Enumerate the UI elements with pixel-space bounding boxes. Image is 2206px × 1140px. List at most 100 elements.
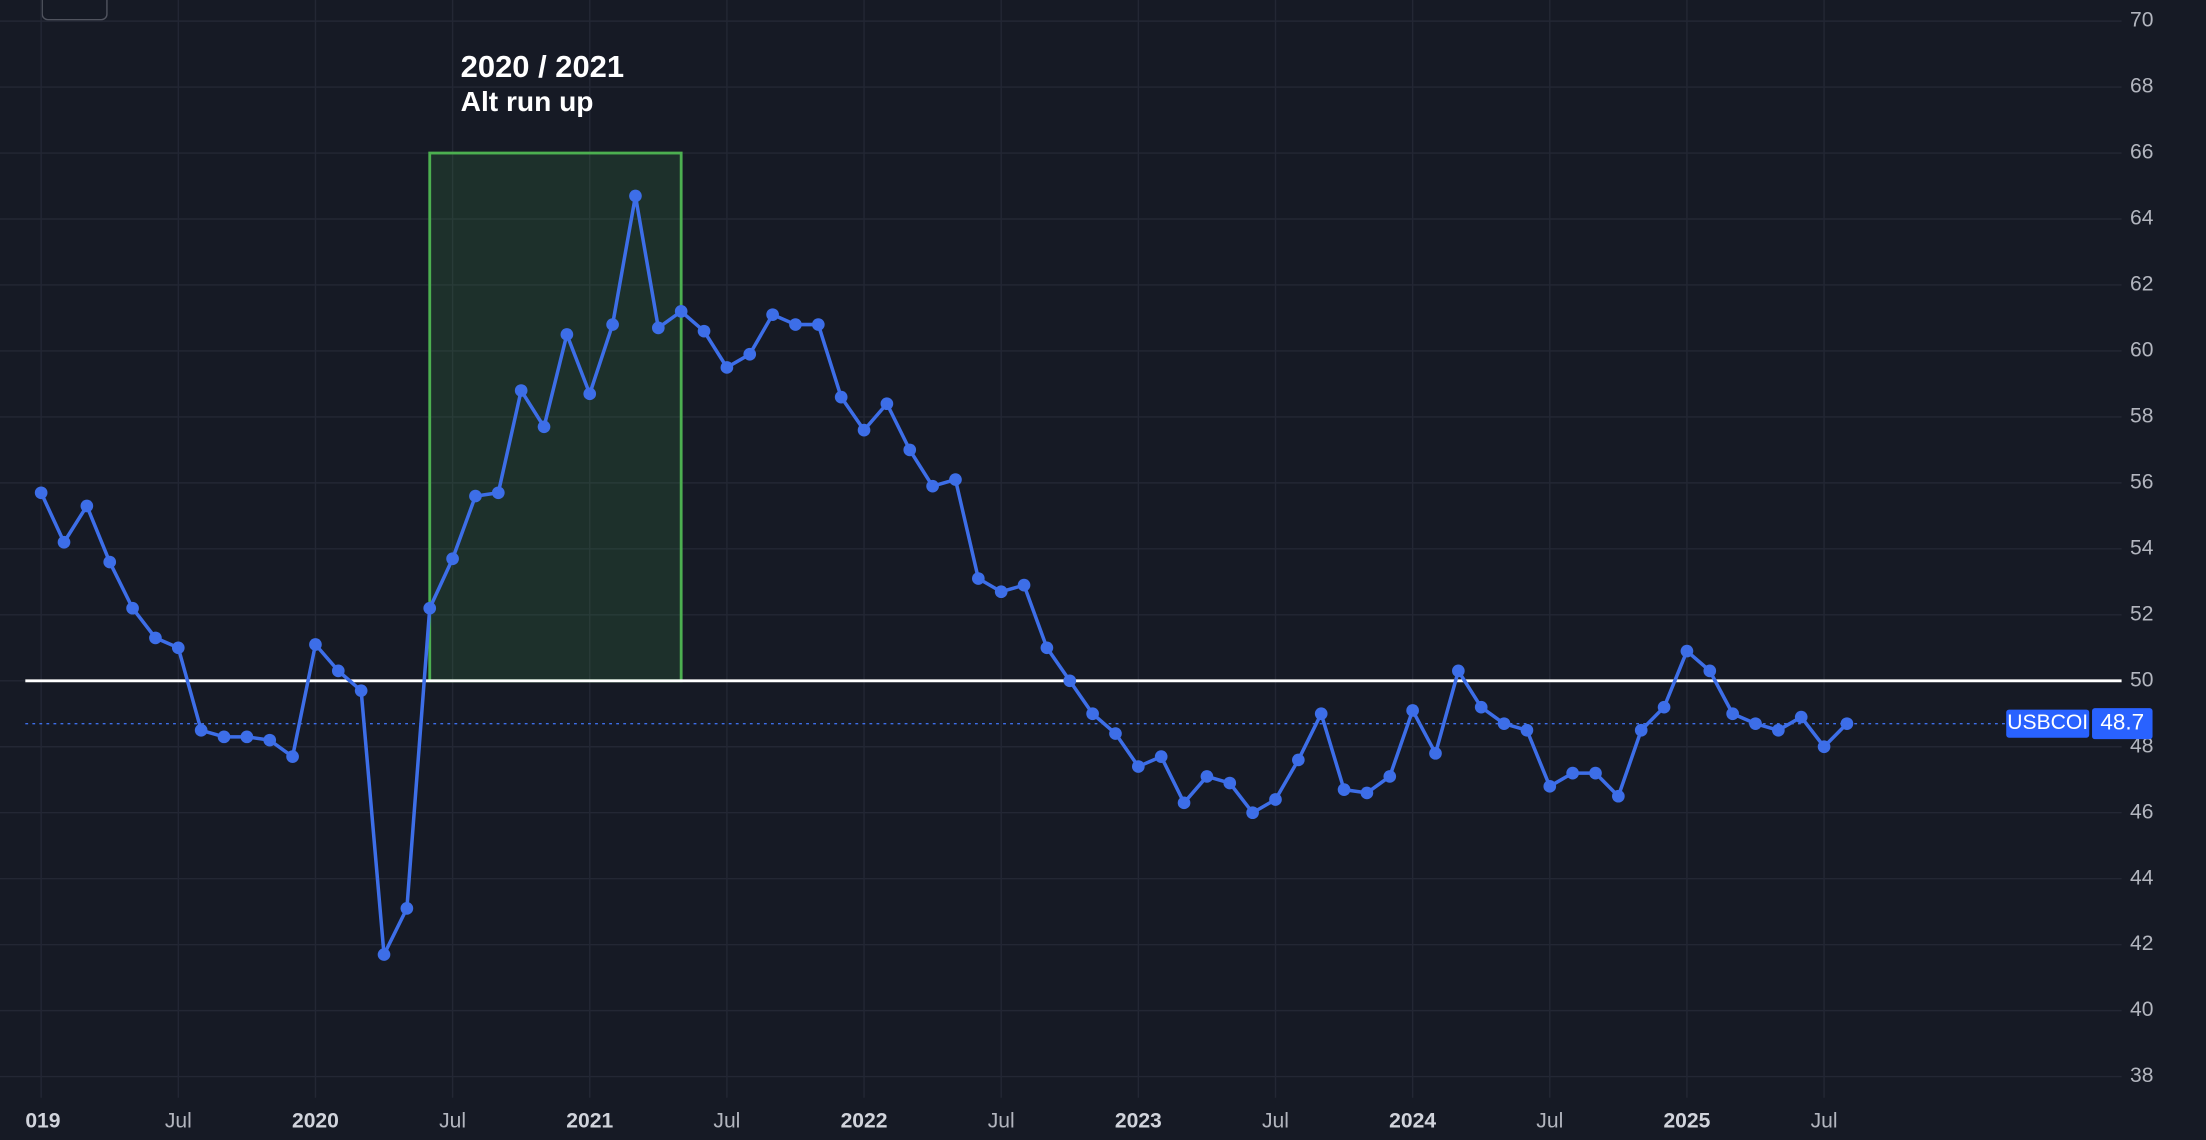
y-tick-label: 40 bbox=[2130, 998, 2153, 1021]
data-point bbox=[766, 308, 779, 321]
data-point bbox=[697, 324, 711, 338]
data-point bbox=[1177, 796, 1191, 810]
data-point bbox=[880, 397, 894, 411]
data-point bbox=[743, 347, 757, 361]
grid bbox=[0, 0, 2122, 1098]
y-tick-label: 54 bbox=[2130, 536, 2154, 559]
x-tick-label: 019 bbox=[25, 1109, 60, 1132]
annotation-title: 2020 / 2021 bbox=[461, 49, 624, 84]
data-point bbox=[1086, 707, 1099, 721]
data-point bbox=[926, 479, 939, 493]
data-point bbox=[1017, 578, 1031, 592]
data-point bbox=[1817, 740, 1831, 754]
axes: 38 40 42 44 46 48 50 52 54 56 58 60 62 64 66 68 70 019 Jul… bbox=[25, 9, 2153, 1133]
data-point bbox=[606, 318, 619, 331]
x-tick-label: Jul bbox=[1536, 1109, 1563, 1132]
data-point bbox=[126, 601, 139, 615]
y-tick-label: 64 bbox=[2130, 207, 2154, 230]
data-point bbox=[57, 535, 71, 549]
data-point bbox=[1269, 793, 1282, 806]
y-tick-label: 38 bbox=[2130, 1064, 2153, 1087]
series-name-tag bbox=[2006, 709, 2090, 738]
data-point bbox=[674, 305, 688, 318]
data-point bbox=[377, 948, 391, 961]
x-tick-label: 2022 bbox=[841, 1109, 888, 1132]
x-tick-label: Jul bbox=[988, 1109, 1015, 1132]
data-point bbox=[1040, 641, 1054, 655]
data-point bbox=[583, 387, 597, 401]
x-tick-label: 2020 bbox=[292, 1109, 339, 1132]
plot bbox=[25, 189, 2007, 961]
x-tick-label: Jul bbox=[439, 1109, 466, 1132]
y-tick-label: 52 bbox=[2130, 602, 2153, 625]
data-point bbox=[1406, 704, 1419, 717]
highlight-box bbox=[428, 151, 683, 683]
data-point bbox=[1794, 710, 1808, 724]
data-point bbox=[1452, 664, 1465, 678]
data-point bbox=[423, 601, 437, 615]
data-point bbox=[1314, 707, 1328, 721]
x-tick-label: 2023 bbox=[1115, 1109, 1162, 1132]
data-point bbox=[34, 486, 48, 500]
data-point bbox=[514, 384, 528, 397]
data-point bbox=[194, 723, 208, 737]
data-point bbox=[80, 499, 94, 513]
data-point bbox=[1474, 700, 1488, 714]
data-point bbox=[1840, 717, 1854, 730]
data-point bbox=[1566, 766, 1579, 780]
data-point bbox=[171, 641, 185, 655]
data-point bbox=[1109, 727, 1122, 740]
data-point bbox=[1726, 707, 1739, 721]
data-point bbox=[1246, 806, 1259, 820]
data-point bbox=[1154, 750, 1168, 763]
data-point bbox=[217, 730, 231, 744]
data-point bbox=[811, 318, 825, 331]
data-point bbox=[1337, 783, 1351, 796]
data-point bbox=[309, 638, 322, 651]
data-point bbox=[1132, 760, 1145, 773]
y-tick-label: 56 bbox=[2130, 470, 2153, 493]
y-tick-label: 62 bbox=[2130, 273, 2153, 296]
series-name: USBCOI bbox=[2007, 711, 2088, 734]
x-tick-label: 2024 bbox=[1389, 1109, 1436, 1132]
data-point bbox=[857, 423, 871, 437]
data-point bbox=[720, 361, 734, 374]
data-point bbox=[1292, 753, 1305, 767]
data-point bbox=[103, 555, 117, 569]
data-point bbox=[491, 486, 505, 500]
toolbar-button[interactable] bbox=[41, 0, 108, 21]
data-point bbox=[1200, 770, 1214, 783]
data-point bbox=[1589, 766, 1602, 780]
data-point bbox=[263, 733, 277, 747]
data-point bbox=[834, 390, 848, 404]
y-tick-label: 50 bbox=[2130, 668, 2153, 691]
data-point bbox=[1429, 747, 1442, 760]
x-tick-label: Jul bbox=[713, 1109, 740, 1132]
y-tick-label: 68 bbox=[2130, 75, 2153, 98]
data-point bbox=[1680, 644, 1694, 658]
data-point bbox=[1360, 786, 1374, 800]
data-point bbox=[971, 572, 985, 585]
data-point bbox=[331, 664, 345, 678]
x-tick-label: 2021 bbox=[566, 1109, 613, 1132]
data-point bbox=[994, 585, 1008, 599]
data-point bbox=[1772, 723, 1785, 737]
data-point bbox=[1612, 789, 1625, 803]
data-point bbox=[1223, 776, 1237, 790]
data-point bbox=[789, 318, 802, 331]
data-point bbox=[1063, 674, 1077, 688]
data-point bbox=[560, 328, 574, 341]
data-point bbox=[1657, 700, 1671, 714]
data-point bbox=[240, 730, 254, 744]
data-point bbox=[1703, 664, 1717, 678]
data-point bbox=[286, 750, 299, 763]
y-tick-label: 42 bbox=[2130, 932, 2153, 955]
data-point bbox=[1543, 779, 1557, 793]
last-value-tag bbox=[2092, 708, 2153, 740]
y-tick-label: 46 bbox=[2130, 800, 2153, 823]
y-tick-label: 60 bbox=[2130, 339, 2153, 362]
data-point bbox=[354, 684, 368, 698]
y-tick-label: 48 bbox=[2130, 734, 2153, 757]
